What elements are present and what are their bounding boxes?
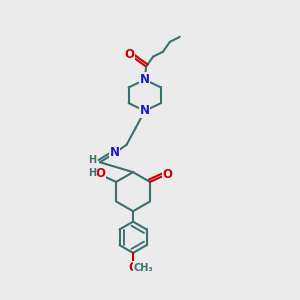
Text: O: O xyxy=(95,167,106,180)
Text: O: O xyxy=(128,261,138,274)
Text: O: O xyxy=(162,168,172,181)
Text: H: H xyxy=(88,168,96,178)
Text: H: H xyxy=(88,154,96,165)
Text: N: N xyxy=(110,146,120,159)
Text: O: O xyxy=(124,48,134,61)
Text: N: N xyxy=(140,104,150,117)
Text: CH₃: CH₃ xyxy=(133,263,153,273)
Text: N: N xyxy=(140,73,150,86)
